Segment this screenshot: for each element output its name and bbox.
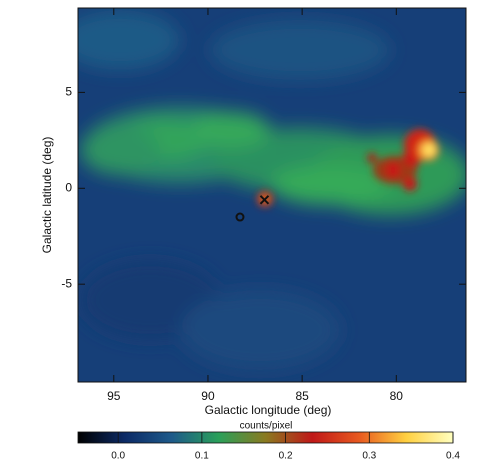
x-tick-label: 85 xyxy=(295,389,309,403)
colorbar-tick-label: 0.1 xyxy=(195,451,209,462)
x-axis-title: Galactic longitude (deg) xyxy=(205,403,332,417)
y-tick-label: 0 xyxy=(65,180,72,194)
colorbar-tick-label: 0.0 xyxy=(111,451,125,462)
y-tick-label: 5 xyxy=(65,85,72,99)
colorbar-tick-label: 0.3 xyxy=(362,451,376,462)
colorbar xyxy=(77,431,454,444)
y-tick-label: -5 xyxy=(61,276,72,290)
x-tick-label: 80 xyxy=(390,389,404,403)
source-marker xyxy=(259,195,270,205)
x-tick-label: 90 xyxy=(201,389,215,403)
colorbar-tick-label: 0.4 xyxy=(446,451,460,462)
x-tick-label: 95 xyxy=(107,389,121,403)
colorbar-label: counts/pixel xyxy=(240,421,293,432)
plot-frame xyxy=(77,7,467,383)
y-axis-title: Galactic latitude (deg) xyxy=(40,137,54,254)
source-marker xyxy=(235,212,245,222)
colorbar-tick-label: 0.2 xyxy=(279,451,293,462)
sky-map xyxy=(78,8,466,382)
